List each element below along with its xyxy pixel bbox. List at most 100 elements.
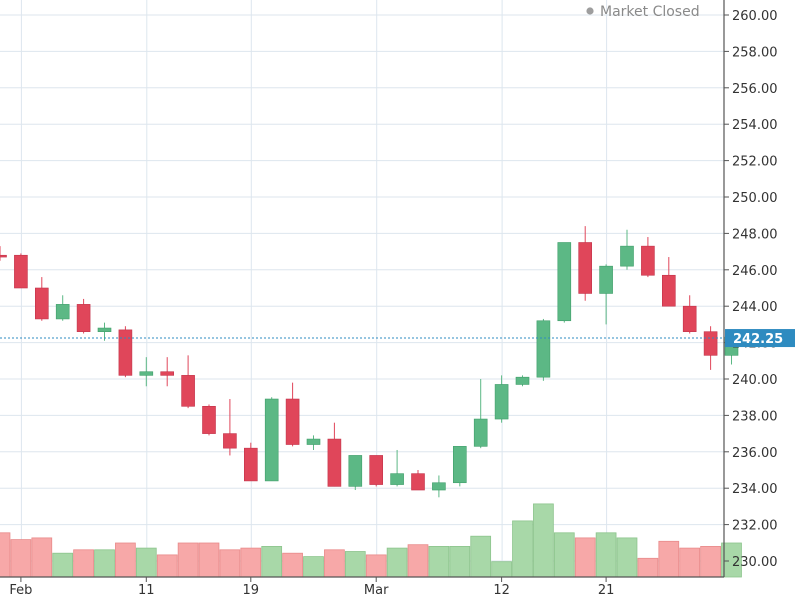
- y-tick-label: 238.00: [732, 409, 778, 424]
- candle: [682, 295, 697, 334]
- volume-bar: [303, 556, 324, 578]
- volume-bar: [700, 546, 721, 578]
- candle-body: [306, 438, 321, 445]
- candle: [620, 229, 634, 270]
- volume-bar: [156, 554, 178, 578]
- y-tick-label: 240.00: [732, 373, 778, 388]
- volume-bar: [240, 547, 262, 578]
- volume-bar: [31, 537, 53, 578]
- candle: [661, 257, 676, 307]
- candle-body: [620, 245, 634, 267]
- candle-body: [160, 371, 174, 376]
- y-tick-label: 260.00: [732, 9, 778, 24]
- candle: [244, 442, 258, 482]
- candle-body: [76, 304, 91, 332]
- volume-bar: [219, 549, 241, 578]
- candle: [223, 399, 237, 456]
- volume-bar: [428, 546, 450, 578]
- candle-body: [452, 446, 467, 484]
- candle-body: [661, 274, 676, 307]
- volume-bar: [407, 544, 429, 578]
- x-tick-label: Mar: [364, 583, 389, 598]
- volume-bar: [658, 540, 680, 578]
- x-tick-label: Feb: [9, 583, 32, 598]
- candle: [139, 357, 154, 387]
- candle-body: [0, 254, 7, 258]
- candle: [264, 397, 279, 482]
- volume-bar: [177, 542, 199, 578]
- candle-body: [285, 398, 300, 445]
- candle: [452, 446, 467, 487]
- candle-body: [641, 245, 655, 276]
- candle: [390, 449, 404, 487]
- volume-bar: [10, 539, 32, 578]
- volume-bar: [52, 552, 74, 578]
- candle: [34, 277, 49, 321]
- candle-body: [348, 455, 363, 487]
- candle: [181, 355, 195, 409]
- x-tick-label: 19: [243, 583, 260, 598]
- candle: [515, 375, 530, 387]
- volume-bar: [679, 547, 701, 578]
- candle: [285, 382, 300, 447]
- candle: [118, 326, 133, 378]
- candle: [536, 318, 551, 381]
- candle-body: [578, 242, 593, 294]
- y-tick-label: 232.00: [732, 519, 778, 534]
- volume-bar: [135, 547, 157, 578]
- volume-bar: [512, 520, 533, 578]
- candle: [557, 242, 572, 323]
- y-tick-label: 256.00: [732, 82, 778, 97]
- x-tick-label: 21: [598, 583, 615, 598]
- y-tick-label: 236.00: [732, 446, 778, 461]
- candle: [55, 295, 70, 321]
- volume-bar: [365, 554, 387, 578]
- candle-body: [97, 327, 112, 332]
- candle: [306, 435, 321, 450]
- candle-body: [264, 398, 279, 482]
- candle-body: [599, 265, 613, 294]
- candle-body: [473, 418, 488, 447]
- candle-body: [369, 455, 384, 485]
- grid-lines: [0, 0, 724, 577]
- candle-body: [244, 447, 258, 482]
- y-tick-label: 254.00: [732, 118, 778, 133]
- candle-body: [703, 331, 718, 356]
- candle: [578, 226, 593, 301]
- x-tick-label: 12: [493, 583, 510, 598]
- status-dot-icon: [586, 7, 594, 15]
- volume-bars: [0, 503, 742, 578]
- candle-body: [536, 320, 551, 378]
- candles: [0, 226, 739, 498]
- y-tick-label: 246.00: [732, 264, 778, 279]
- last-price-tag-bg: [725, 329, 795, 348]
- volume-bar: [533, 503, 554, 578]
- volume-bar: [470, 535, 492, 578]
- candle-body: [118, 329, 133, 376]
- date-axis: Feb 11 19 Mar 12 21: [0, 576, 724, 598]
- volume-bar: [574, 537, 596, 578]
- candle: [703, 326, 718, 370]
- candle-body: [390, 473, 404, 485]
- candle-body: [55, 304, 70, 320]
- volume-bar: [449, 546, 471, 578]
- volume-bar: [73, 549, 94, 578]
- candle-body: [432, 482, 446, 491]
- candle: [327, 422, 342, 487]
- candle-body: [494, 384, 509, 420]
- volume-bar: [261, 546, 283, 578]
- x-tick-label: 11: [138, 583, 155, 598]
- y-tick-label: 244.00: [732, 300, 778, 315]
- candle-body: [327, 438, 342, 487]
- candle: [599, 264, 613, 325]
- candle: [473, 379, 488, 449]
- y-tick-label: 230.00: [732, 555, 778, 570]
- y-tick-label: 258.00: [732, 45, 778, 60]
- candle-body: [557, 242, 572, 322]
- candle-body: [202, 405, 216, 434]
- price-axis[interactable]: 260.00 258.00 256.00 254.00 252.00 250.00 248.…: [723, 0, 778, 577]
- candle: [202, 404, 216, 436]
- candle: [494, 375, 509, 423]
- market-status: Market Closed: [586, 4, 700, 20]
